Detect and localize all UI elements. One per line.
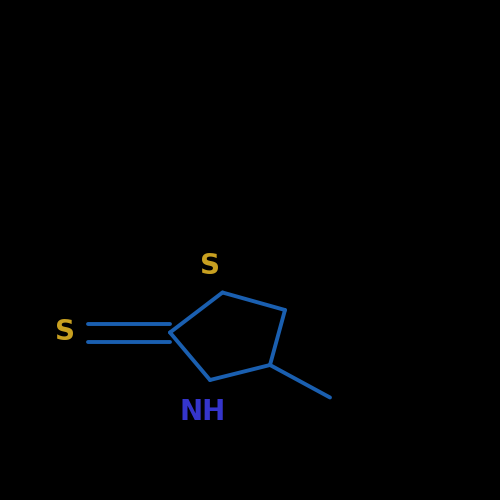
Text: S: S	[200, 252, 220, 280]
Text: S: S	[55, 318, 75, 346]
Text: NH: NH	[180, 398, 226, 426]
